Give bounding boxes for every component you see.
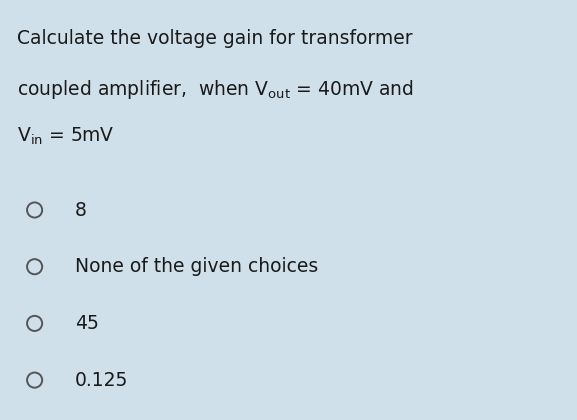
Text: None of the given choices: None of the given choices [75, 257, 319, 276]
Text: 8: 8 [75, 200, 87, 220]
Text: 0.125: 0.125 [75, 370, 129, 390]
Text: Calculate the voltage gain for transformer: Calculate the voltage gain for transform… [17, 29, 413, 48]
Text: V$_{\mathrm{in}}$ = 5mV: V$_{\mathrm{in}}$ = 5mV [17, 126, 114, 147]
Text: 45: 45 [75, 314, 99, 333]
Text: coupled amplifier,  when V$_{\mathrm{out}}$ = 40mV and: coupled amplifier, when V$_{\mathrm{out}… [17, 78, 414, 101]
